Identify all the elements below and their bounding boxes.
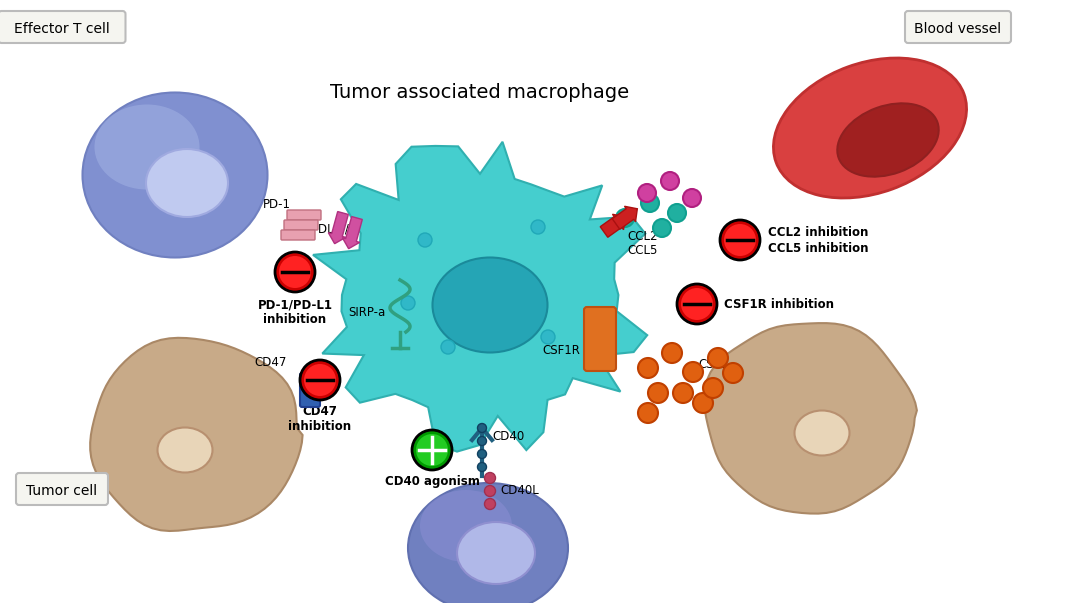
Ellipse shape	[95, 104, 200, 189]
Circle shape	[485, 473, 496, 484]
Text: CD40: CD40	[492, 429, 524, 443]
FancyBboxPatch shape	[300, 373, 320, 407]
Text: CD40L: CD40L	[500, 484, 539, 497]
Circle shape	[642, 194, 659, 212]
Circle shape	[401, 296, 415, 310]
Polygon shape	[704, 323, 917, 514]
Text: CCL5 inhibition: CCL5 inhibition	[768, 241, 868, 254]
Text: Tumor associated macrophage: Tumor associated macrophage	[330, 83, 630, 103]
Circle shape	[653, 219, 671, 237]
Circle shape	[441, 340, 455, 354]
Circle shape	[638, 403, 658, 423]
Text: PDL 1/2: PDL 1/2	[311, 223, 356, 236]
Circle shape	[720, 220, 760, 260]
FancyArrow shape	[612, 206, 637, 229]
Text: Effector T cell: Effector T cell	[14, 22, 110, 36]
Circle shape	[638, 358, 658, 378]
Ellipse shape	[795, 411, 850, 455]
Circle shape	[477, 437, 486, 446]
Text: CSF1R inhibition: CSF1R inhibition	[724, 297, 834, 311]
Circle shape	[416, 434, 448, 466]
Ellipse shape	[432, 257, 548, 353]
Text: PD-1: PD-1	[264, 198, 291, 212]
Circle shape	[485, 499, 496, 510]
FancyBboxPatch shape	[584, 307, 616, 371]
Circle shape	[477, 463, 486, 472]
FancyBboxPatch shape	[16, 473, 108, 505]
Text: CSF1: CSF1	[698, 359, 728, 371]
Ellipse shape	[82, 92, 268, 257]
Text: CSF1R: CSF1R	[542, 344, 580, 356]
Ellipse shape	[408, 483, 568, 603]
Circle shape	[300, 360, 340, 400]
FancyBboxPatch shape	[281, 230, 315, 240]
FancyArrow shape	[328, 212, 349, 244]
Circle shape	[275, 252, 315, 292]
Text: CD47: CD47	[254, 356, 286, 370]
Ellipse shape	[420, 490, 512, 562]
Circle shape	[477, 449, 486, 458]
Circle shape	[411, 430, 453, 470]
Circle shape	[723, 363, 743, 383]
Circle shape	[418, 233, 432, 247]
Circle shape	[303, 364, 336, 396]
FancyBboxPatch shape	[0, 11, 125, 43]
FancyBboxPatch shape	[284, 220, 318, 230]
Circle shape	[531, 220, 545, 234]
Text: CD47
inhibition: CD47 inhibition	[288, 405, 352, 433]
FancyArrow shape	[600, 214, 625, 238]
Circle shape	[677, 284, 717, 324]
FancyBboxPatch shape	[905, 11, 1011, 43]
Polygon shape	[91, 338, 302, 531]
Ellipse shape	[837, 103, 939, 177]
Circle shape	[541, 330, 555, 344]
Circle shape	[703, 378, 723, 398]
Circle shape	[648, 383, 669, 403]
Circle shape	[477, 423, 486, 432]
Text: PD-1/PD-L1
inhibition: PD-1/PD-L1 inhibition	[257, 298, 333, 326]
Text: CCL2: CCL2	[627, 230, 658, 242]
Text: Blood vessel: Blood vessel	[915, 22, 1001, 36]
Ellipse shape	[457, 522, 535, 584]
Circle shape	[662, 343, 681, 363]
Circle shape	[673, 383, 693, 403]
Circle shape	[279, 256, 311, 288]
Text: Tumor cell: Tumor cell	[26, 484, 97, 498]
Circle shape	[485, 485, 496, 496]
Circle shape	[681, 288, 713, 320]
Circle shape	[683, 189, 701, 207]
Circle shape	[683, 362, 703, 382]
Ellipse shape	[146, 149, 228, 217]
Circle shape	[724, 224, 756, 256]
Text: CCL5: CCL5	[627, 244, 658, 256]
Polygon shape	[313, 142, 647, 452]
Circle shape	[708, 348, 728, 368]
Ellipse shape	[773, 58, 967, 198]
Circle shape	[638, 184, 656, 202]
Circle shape	[669, 204, 686, 222]
Circle shape	[616, 209, 634, 227]
Ellipse shape	[158, 428, 213, 473]
Text: CD40 agonism: CD40 agonism	[384, 475, 480, 488]
FancyBboxPatch shape	[287, 210, 321, 220]
FancyArrow shape	[342, 216, 362, 248]
Circle shape	[661, 172, 679, 190]
Circle shape	[693, 393, 713, 413]
Text: SIRP-a: SIRP-a	[348, 306, 386, 320]
Text: CCL2 inhibition: CCL2 inhibition	[768, 226, 868, 239]
